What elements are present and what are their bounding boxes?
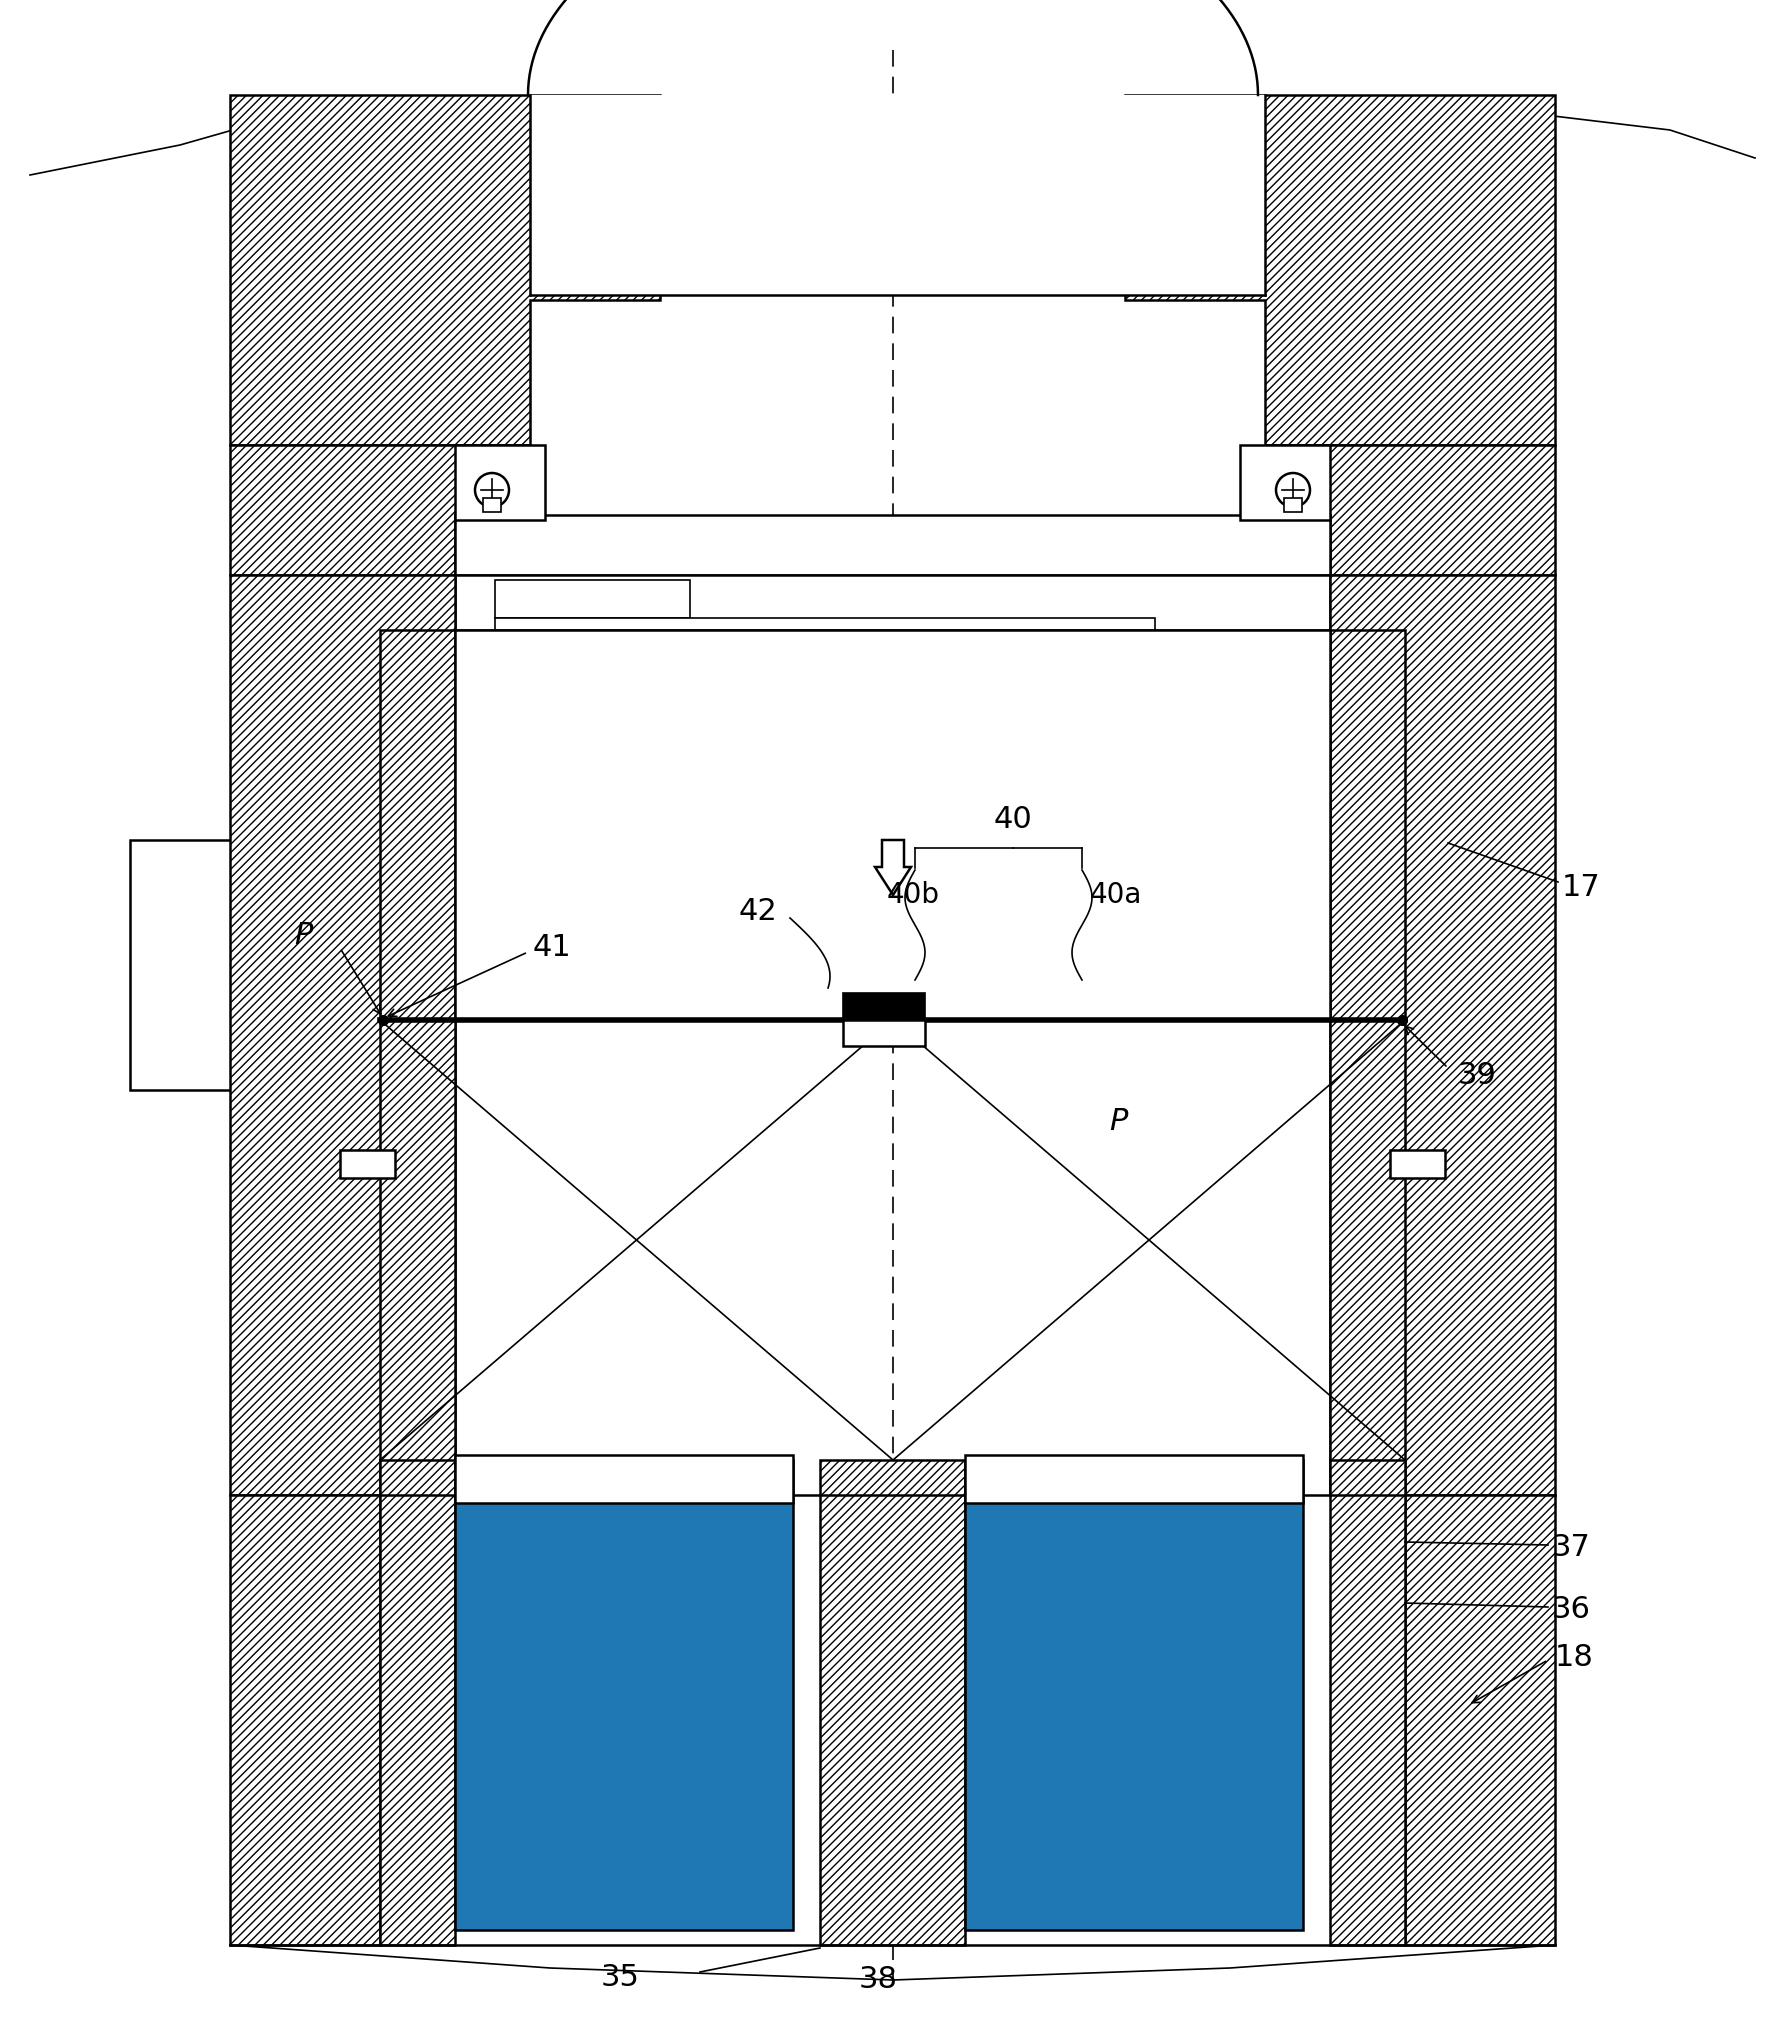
Polygon shape bbox=[1330, 1461, 1405, 1946]
Polygon shape bbox=[380, 629, 455, 1495]
Text: 40: 40 bbox=[994, 806, 1032, 834]
Text: 17: 17 bbox=[1562, 874, 1601, 903]
Bar bbox=[1391, 1150, 1446, 1179]
Bar bbox=[966, 1455, 1303, 1503]
Bar bbox=[484, 497, 502, 511]
Polygon shape bbox=[1266, 444, 1555, 574]
Bar bbox=[459, 1855, 787, 1913]
Bar bbox=[455, 515, 1330, 574]
Bar bbox=[130, 840, 380, 1090]
Polygon shape bbox=[1330, 629, 1405, 1495]
Polygon shape bbox=[230, 444, 530, 574]
Bar bbox=[459, 1715, 787, 1773]
Bar bbox=[459, 1646, 787, 1702]
Text: 18: 18 bbox=[1555, 1643, 1594, 1672]
Bar bbox=[843, 1021, 925, 1047]
Text: P: P bbox=[1108, 1108, 1126, 1136]
Bar bbox=[967, 1715, 1298, 1773]
Polygon shape bbox=[819, 1461, 966, 1946]
FancyArrow shape bbox=[875, 840, 910, 895]
Bar bbox=[1283, 497, 1301, 511]
Bar bbox=[455, 1455, 793, 1503]
Polygon shape bbox=[530, 95, 1266, 294]
Text: 40b: 40b bbox=[887, 881, 941, 909]
Bar bbox=[459, 1786, 787, 1842]
Polygon shape bbox=[1241, 444, 1330, 519]
Polygon shape bbox=[455, 444, 544, 519]
Text: 42: 42 bbox=[739, 897, 778, 927]
Bar bbox=[494, 580, 691, 619]
Bar bbox=[966, 1461, 1303, 1930]
Polygon shape bbox=[230, 1495, 380, 1946]
Bar bbox=[967, 1786, 1298, 1842]
Bar bbox=[455, 574, 1330, 629]
Text: 37: 37 bbox=[1551, 1534, 1590, 1562]
Text: 38: 38 bbox=[859, 1966, 898, 1995]
Bar bbox=[459, 1575, 787, 1633]
Bar bbox=[967, 1575, 1298, 1633]
Text: 36: 36 bbox=[1551, 1595, 1590, 1625]
Bar bbox=[494, 619, 1155, 629]
Polygon shape bbox=[380, 1461, 455, 1946]
Bar bbox=[967, 1506, 1298, 1562]
Polygon shape bbox=[230, 95, 660, 444]
Bar bbox=[843, 992, 925, 1021]
Bar bbox=[967, 1855, 1298, 1913]
Polygon shape bbox=[230, 574, 455, 1495]
Text: 35: 35 bbox=[600, 1964, 639, 1992]
Text: P: P bbox=[295, 921, 312, 950]
Polygon shape bbox=[1125, 95, 1555, 444]
Circle shape bbox=[475, 473, 509, 507]
Text: 40a: 40a bbox=[1091, 881, 1142, 909]
Bar bbox=[339, 1150, 394, 1179]
Bar bbox=[455, 1461, 793, 1930]
Bar bbox=[967, 1646, 1298, 1702]
Text: 39: 39 bbox=[1458, 1061, 1498, 1090]
Bar bbox=[459, 1506, 787, 1562]
Bar bbox=[455, 629, 1330, 1021]
Circle shape bbox=[1276, 473, 1310, 507]
Polygon shape bbox=[1405, 1495, 1555, 1946]
Polygon shape bbox=[1330, 574, 1555, 1495]
Text: 41: 41 bbox=[534, 933, 571, 962]
